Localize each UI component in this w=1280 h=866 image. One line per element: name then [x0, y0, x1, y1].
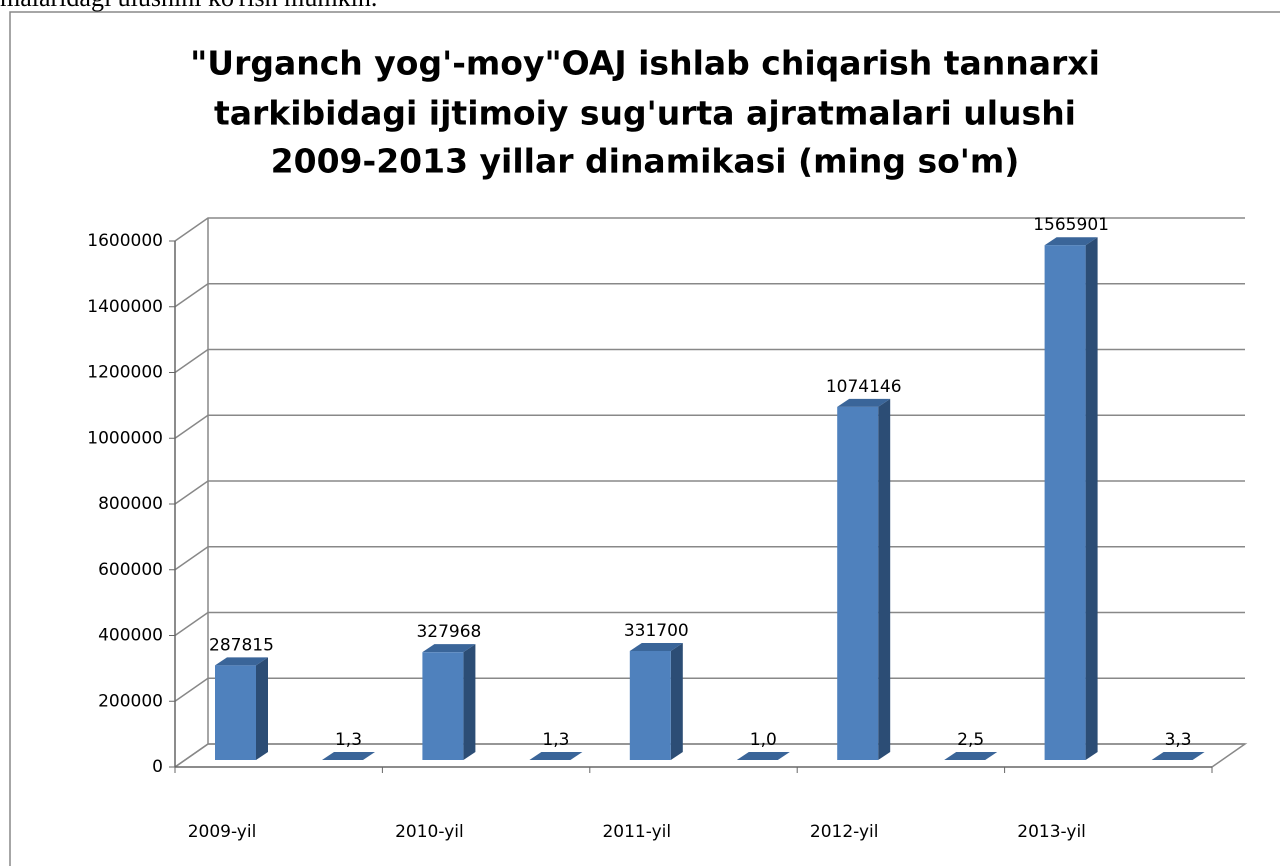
bar-front	[422, 652, 464, 760]
bar	[629, 642, 683, 760]
bar-front	[1044, 245, 1086, 760]
bar	[1151, 751, 1205, 760]
bar-front	[215, 665, 256, 760]
x-tick-label: 2013-yil	[1017, 822, 1086, 842]
bar-top	[422, 644, 476, 653]
value-label: 287815	[209, 635, 274, 655]
bar	[422, 644, 476, 760]
bar-top	[215, 657, 268, 666]
y-tick-label: 400000	[98, 626, 163, 646]
value-label: 3,3	[1165, 730, 1192, 750]
value-label: 1,3	[542, 730, 569, 750]
x-tick-label: 2010-yil	[395, 822, 464, 842]
bar-top	[736, 751, 790, 760]
grid-line	[174, 677, 1245, 702]
y-tick-label: 1600000	[87, 231, 163, 251]
value-label: 331700	[624, 621, 689, 641]
bar	[529, 751, 583, 760]
bar-front	[629, 650, 671, 760]
grid-line	[174, 611, 1245, 637]
grid-line	[174, 217, 1245, 242]
caption: malaridagi ulushini ko'rish mumkin.	[0, 0, 377, 12]
bar-top	[322, 751, 375, 760]
grid-line	[174, 348, 1245, 374]
bar-top	[529, 751, 583, 760]
bar-side	[570, 751, 583, 760]
value-label: 1,0	[750, 730, 777, 750]
bar-top	[629, 642, 683, 651]
bar-side	[256, 657, 268, 760]
bar	[944, 751, 998, 760]
x-tick-label: 2012-yil	[810, 822, 879, 842]
x-tick-label: 2009-yil	[188, 822, 257, 842]
bar-side	[985, 751, 998, 760]
grid-line	[174, 414, 1245, 439]
value-label: 2,5	[957, 730, 984, 750]
chart-frame	[9, 11, 1280, 866]
bar	[736, 751, 790, 760]
y-tick-label: 1000000	[87, 428, 163, 448]
bar-side	[463, 644, 476, 760]
bar-top	[837, 398, 891, 407]
bar-top	[1044, 237, 1098, 246]
bar-side	[670, 642, 683, 760]
chart-title: tarkibidagi ijtimoiy sug'urta ajratmalar…	[214, 94, 1076, 133]
bar-top	[1151, 751, 1205, 760]
bar-side	[777, 751, 790, 760]
x-tick-label: 2011-yil	[602, 822, 671, 842]
value-label: 327968	[416, 622, 481, 642]
chart-title: "Urganch yog'-moy"OAJ ishlab chiqarish t…	[190, 44, 1100, 83]
value-label: 1565901	[1033, 215, 1109, 235]
grid-line	[174, 480, 1245, 505]
grid-line	[174, 283, 1245, 308]
y-tick-label: 1400000	[87, 297, 163, 317]
y-tick-label: 800000	[98, 494, 163, 514]
bar-side	[878, 398, 891, 760]
bar	[1044, 237, 1098, 760]
chart-title: 2009-2013 yillar dinamikasi (ming so'm)	[271, 142, 1020, 181]
bar-side	[1085, 237, 1098, 760]
value-label: 1074146	[826, 377, 902, 397]
y-tick-label: 1200000	[87, 363, 163, 383]
bar-top	[944, 751, 998, 760]
y-tick-label: 0	[152, 757, 163, 777]
y-tick-label: 600000	[98, 560, 163, 580]
bar	[215, 657, 268, 760]
value-label: 1,3	[335, 730, 362, 750]
bar	[322, 751, 375, 760]
bar-front	[837, 406, 879, 760]
bar	[837, 398, 891, 760]
y-tick-label: 200000	[98, 691, 163, 711]
bar-side	[1192, 751, 1205, 760]
grid-line	[174, 743, 1245, 768]
bar-side	[363, 751, 375, 760]
grid-line	[174, 546, 1245, 571]
